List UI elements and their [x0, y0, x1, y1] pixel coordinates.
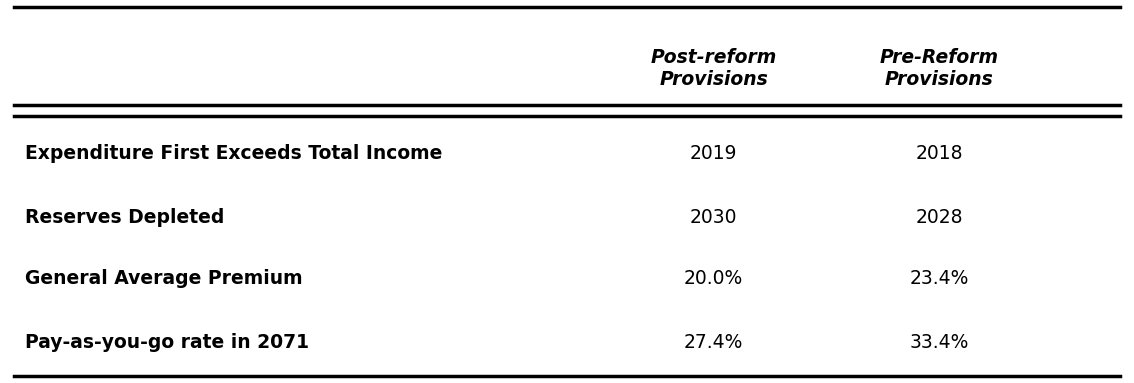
Text: 2028: 2028 [915, 208, 963, 228]
Text: Reserves Depleted: Reserves Depleted [25, 208, 225, 228]
Text: 23.4%: 23.4% [909, 269, 970, 288]
Text: Pre-Reform
Provisions: Pre-Reform Provisions [880, 48, 999, 89]
Text: General Average Premium: General Average Premium [25, 269, 303, 288]
Text: Expenditure First Exceeds Total Income: Expenditure First Exceeds Total Income [25, 144, 442, 163]
Text: 2030: 2030 [689, 208, 737, 228]
Text: Pay-as-you-go rate in 2071: Pay-as-you-go rate in 2071 [25, 333, 310, 352]
Text: 27.4%: 27.4% [684, 333, 744, 352]
Text: 33.4%: 33.4% [909, 333, 970, 352]
Text: 2019: 2019 [689, 144, 737, 163]
Text: 2018: 2018 [915, 144, 963, 163]
Text: Post-reform
Provisions: Post-reform Provisions [651, 48, 777, 89]
Text: 20.0%: 20.0% [684, 269, 743, 288]
